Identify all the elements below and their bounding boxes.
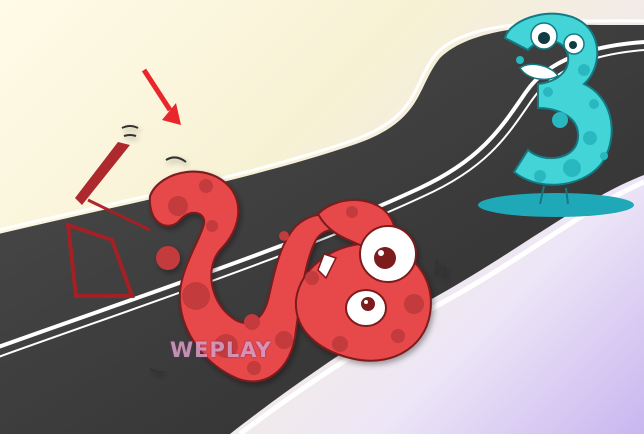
weplay-watermark: WEPLAY	[170, 338, 272, 362]
cyan-character-shadow	[478, 193, 634, 217]
arrow-down-right-icon	[144, 70, 181, 125]
